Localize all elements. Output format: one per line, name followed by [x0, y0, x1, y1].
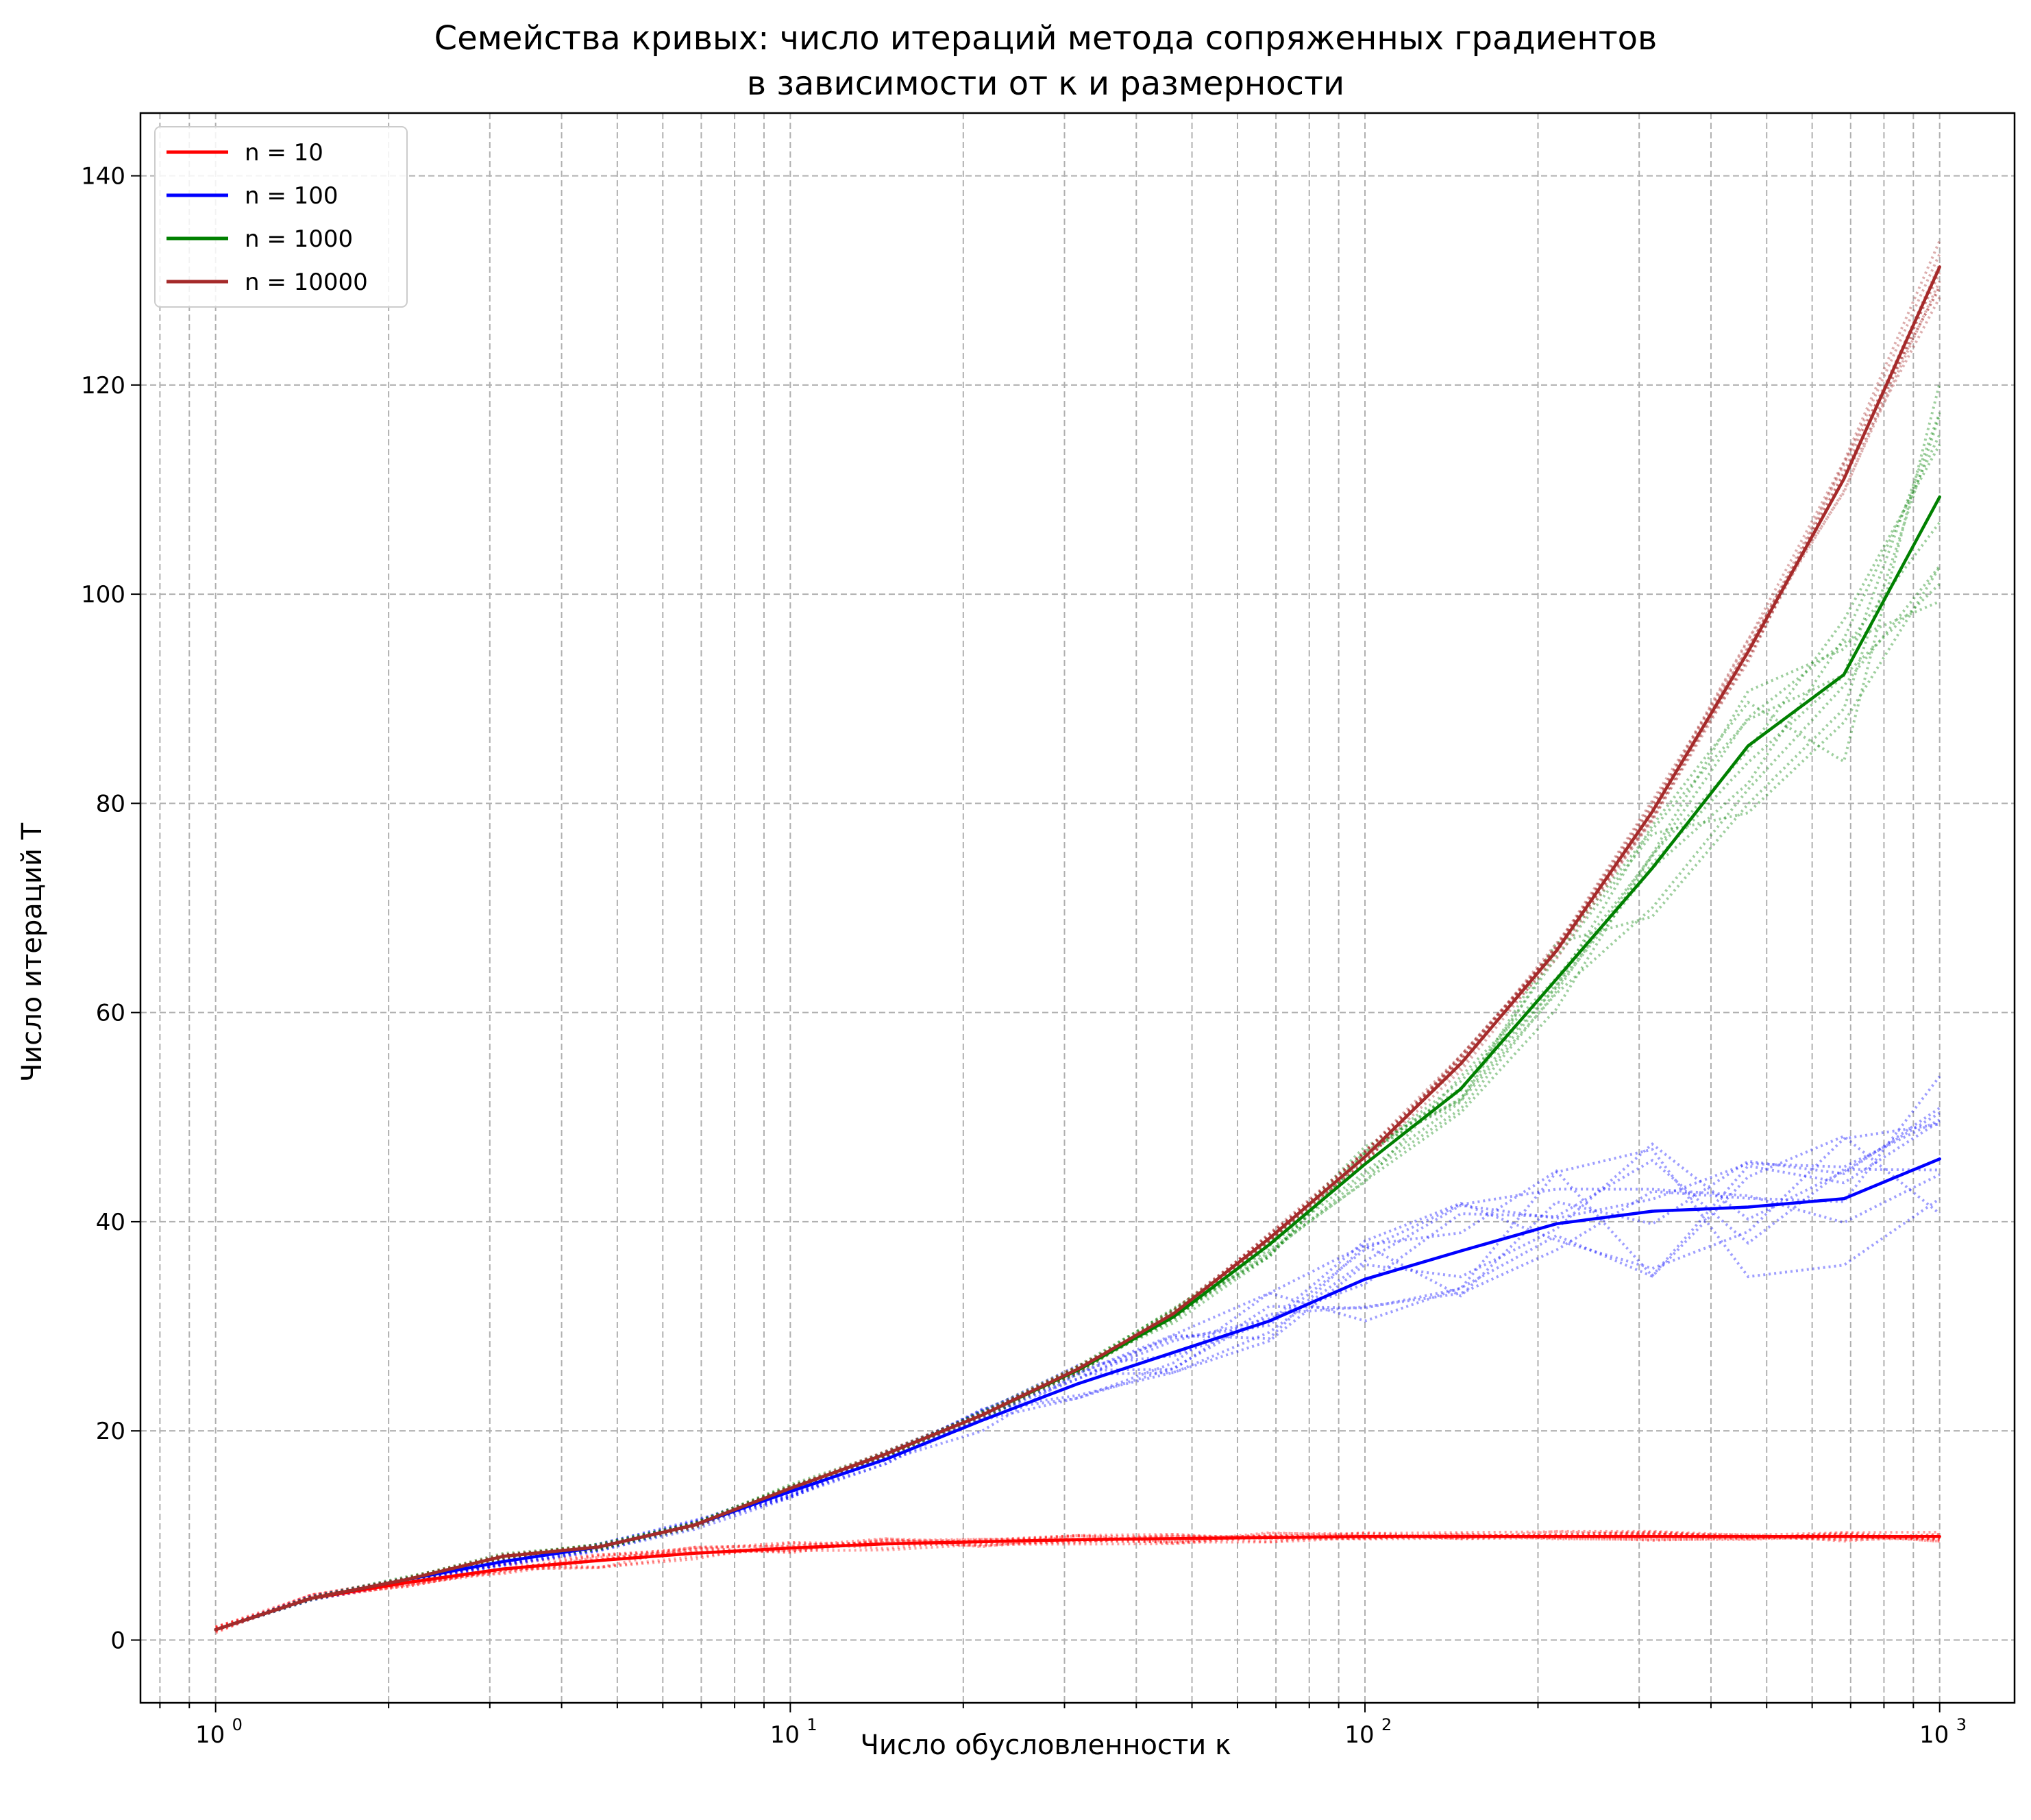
legend-label: n = 1000	[245, 225, 353, 253]
y-axis-label: Число итераций T	[16, 822, 48, 1082]
sample-trajectory	[215, 566, 1941, 1632]
y-tick-label: 100	[81, 581, 125, 608]
y-tick-label: 80	[96, 790, 125, 817]
y-tick-label: 20	[96, 1418, 125, 1445]
x-tick-base: 10	[770, 1721, 800, 1749]
series-line	[214, 1157, 1941, 1632]
x-tick-base: 10	[195, 1721, 225, 1749]
grid-lines	[140, 113, 2015, 1703]
y-tick-label: 0	[110, 1627, 125, 1654]
sample-trajectory	[215, 412, 1941, 1632]
x-tick-exponent: 1	[807, 1715, 817, 1734]
series-line	[214, 265, 1941, 1632]
y-tick-label: 140	[81, 163, 125, 190]
sample-trajectory	[215, 1159, 1940, 1632]
sample-trajectory	[215, 1122, 1941, 1632]
x-tick-label: 10 1	[770, 1715, 817, 1749]
y-tick-label: 120	[81, 372, 125, 399]
sample-trajectory	[215, 1532, 1940, 1632]
x-tick-base: 10	[1919, 1721, 1949, 1749]
legend-box	[154, 126, 408, 308]
x-tick-label: 10 3	[1919, 1715, 1967, 1749]
legend-label: n = 10	[245, 139, 323, 167]
sample-trajectory	[215, 267, 1941, 1632]
sample-trajectory	[215, 414, 1941, 1632]
mean-series-lines	[214, 265, 1941, 1632]
chart-title-line-2: в зависимости от κ и размерности	[747, 64, 1344, 103]
sample-trajectory	[215, 1075, 1941, 1632]
sample-trajectory	[215, 1111, 1941, 1632]
x-axis-label: Число обусловленности κ	[860, 1730, 1231, 1761]
x-tick-exponent: 2	[1381, 1715, 1392, 1734]
legend-label: n = 10000	[245, 269, 368, 296]
legend-label: n = 100	[245, 182, 338, 210]
x-tick-exponent: 3	[1956, 1715, 1967, 1734]
x-tick-base: 10	[1344, 1721, 1374, 1749]
legend: n = 10 n = 100 n = 1000 n = 10000	[154, 126, 408, 308]
series-line	[214, 1535, 1941, 1632]
sample-trajectory	[215, 1120, 1941, 1632]
y-tick-label: 60	[96, 1000, 125, 1027]
y-tick-label: 40	[96, 1209, 125, 1236]
x-tick-exponent: 0	[232, 1715, 243, 1734]
sample-trajectory	[215, 1173, 1941, 1632]
chart-title-line-1: Семейства кривых: число итераций метода …	[434, 19, 1658, 58]
plot-frame	[139, 112, 2016, 1704]
x-tick-label: 10 0	[195, 1715, 243, 1749]
x-tick-label: 10 2	[1344, 1715, 1392, 1749]
